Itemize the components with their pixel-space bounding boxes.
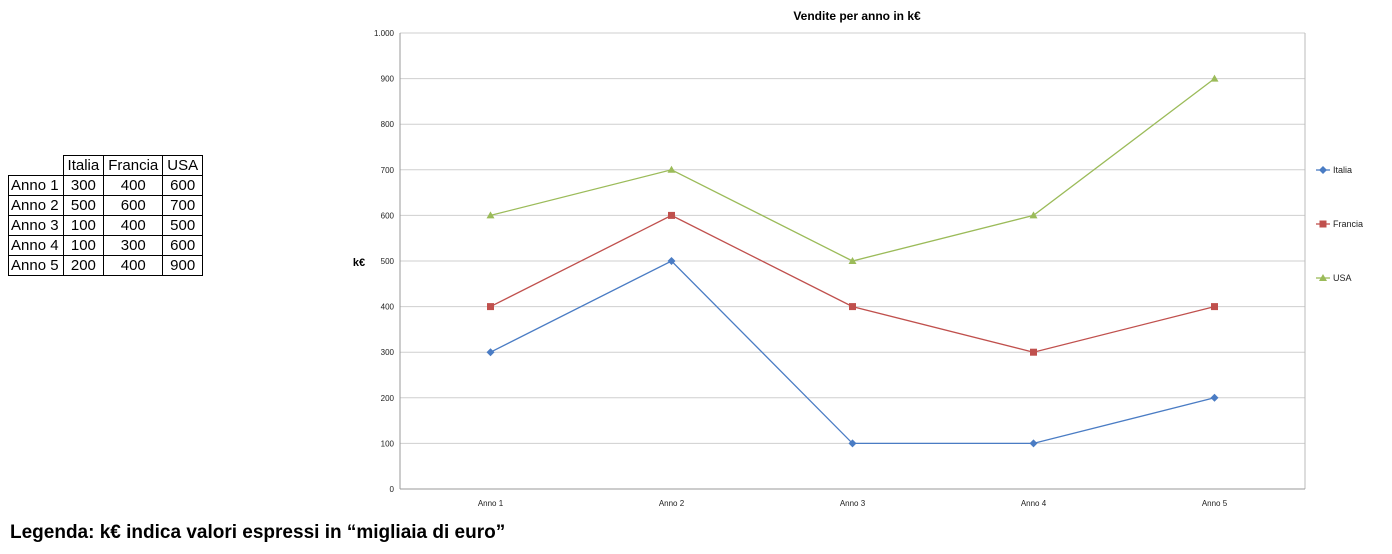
data-point-italia <box>667 257 676 265</box>
y-tick-label: 200 <box>381 394 395 403</box>
table-cell: 500 <box>162 215 204 236</box>
table-cell: 200 <box>62 255 105 276</box>
data-point-usa <box>1029 211 1038 219</box>
data-point-francia <box>1030 348 1037 356</box>
chart-title: Vendite per anno in k€ <box>793 9 921 23</box>
series-line-francia <box>490 214 1215 353</box>
y-tick-label: 600 <box>381 211 395 220</box>
data-point-usa <box>1210 74 1219 82</box>
y-tick-label: 700 <box>381 166 395 175</box>
line-chart: Vendite per anno in k€ k€ 0 100 200 300 400 5… <box>353 9 1363 508</box>
data-table: Italia Francia USA Anno 1 300 400 600 An… <box>8 155 204 276</box>
table-row: Anno 3 100 400 500 <box>8 215 204 236</box>
legend-marker-italia <box>1319 166 1327 174</box>
y-tick-label: 100 <box>381 439 395 448</box>
table-cell: 600 <box>162 235 204 256</box>
table-row: Anno 1 300 400 600 <box>8 175 204 196</box>
table-cell: 500 <box>62 195 105 216</box>
data-point-usa <box>667 165 676 173</box>
legend-label-italia: Italia <box>1333 165 1352 175</box>
legend: Italia Francia USA <box>1316 165 1363 283</box>
table-cell: 400 <box>103 255 164 276</box>
axes <box>399 33 1306 490</box>
row-label: Anno 2 <box>8 195 64 216</box>
data-point-francia <box>668 211 675 219</box>
data-point-italia <box>1029 439 1038 448</box>
x-tick-labels: Anno 1 Anno 2 Anno 3 Anno 4 Anno 5 <box>478 499 1228 508</box>
table-header-row: Italia Francia USA <box>8 155 204 176</box>
legend-marker-usa <box>1319 274 1327 281</box>
x-tick-label: Anno 5 <box>1202 499 1228 508</box>
table-cell: 300 <box>62 175 105 196</box>
table-cell: 700 <box>162 195 204 216</box>
data-point-francia <box>1211 303 1218 311</box>
table-cell: 100 <box>62 235 105 256</box>
series-lines <box>486 74 1219 448</box>
y-tick-label: 1.000 <box>374 29 395 38</box>
row-label: Anno 1 <box>8 175 64 196</box>
data-point-usa <box>486 211 495 219</box>
column-header-usa: USA <box>162 155 204 176</box>
column-header-francia: Francia <box>103 155 164 176</box>
y-tick-label: 0 <box>390 485 395 494</box>
legend-label-usa: USA <box>1333 273 1352 283</box>
x-tick-label: Anno 2 <box>659 499 685 508</box>
column-header-italia: Italia <box>62 155 105 176</box>
table-row: Anno 2 500 600 700 <box>8 195 204 216</box>
y-axis-label: k€ <box>353 257 365 269</box>
legend-marker-francia <box>1319 220 1327 228</box>
table-row: Anno 5 200 400 900 <box>8 255 204 276</box>
data-point-italia <box>848 439 857 448</box>
table-cell: 400 <box>103 175 164 196</box>
table-cell: 900 <box>162 255 204 276</box>
data-point-francia <box>487 303 494 311</box>
y-tick-label: 800 <box>381 120 395 129</box>
table-cell: 300 <box>103 235 164 256</box>
table-row: Anno 4 100 300 600 <box>8 235 204 256</box>
table-cell: 600 <box>103 195 164 216</box>
y-tick-label: 400 <box>381 303 395 312</box>
x-tick-label: Anno 3 <box>840 499 866 508</box>
legend-label-francia: Francia <box>1333 219 1363 229</box>
row-label: Anno 5 <box>8 255 64 276</box>
table-cell: 400 <box>103 215 164 236</box>
data-point-usa <box>848 257 857 264</box>
row-label: Anno 4 <box>8 235 64 256</box>
y-tick-label: 300 <box>381 348 395 357</box>
table-corner-cell <box>8 155 64 176</box>
y-tick-label: 900 <box>381 75 395 84</box>
y-tick-labels: 0 100 200 300 400 500 600 700 800 900 1.000 <box>374 29 395 494</box>
footnote-legend: Legenda: k€ indica valori espressi in “m… <box>10 522 506 543</box>
y-tick-label: 500 <box>381 257 395 266</box>
data-point-francia <box>849 303 856 311</box>
row-label: Anno 3 <box>8 215 64 236</box>
table-cell: 100 <box>62 215 105 236</box>
data-point-italia <box>1210 393 1219 402</box>
table-cell: 600 <box>162 175 204 196</box>
data-point-italia <box>486 348 495 357</box>
x-tick-label: Anno 1 <box>478 499 504 508</box>
x-tick-label: Anno 4 <box>1021 499 1047 508</box>
